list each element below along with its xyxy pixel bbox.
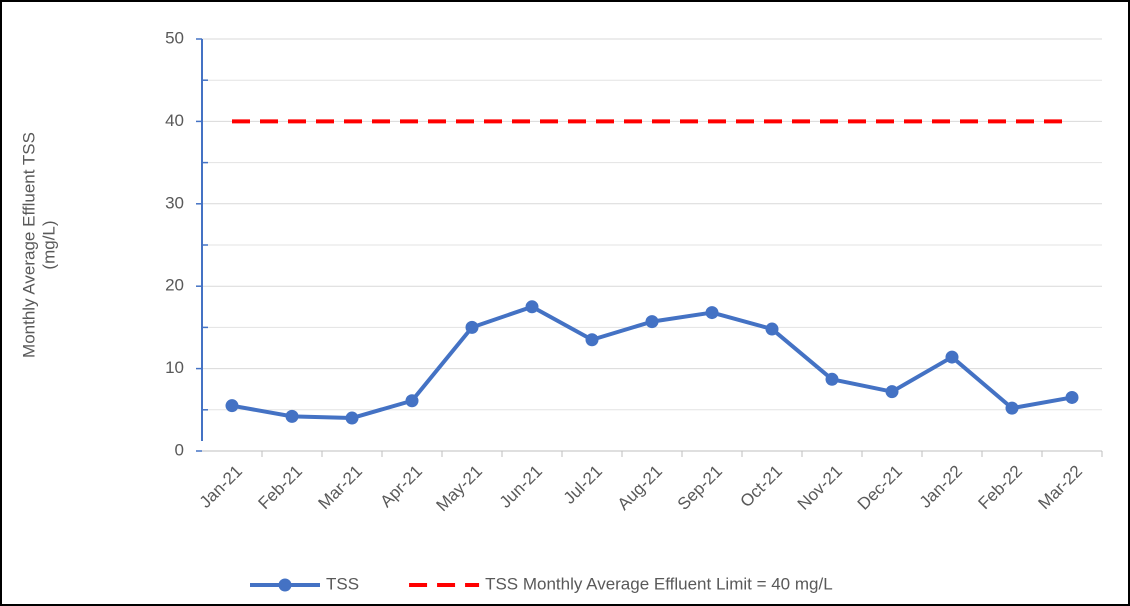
point bbox=[525, 300, 539, 314]
point bbox=[285, 409, 299, 423]
y-tick-label: 30 bbox=[165, 193, 184, 212]
point bbox=[1005, 401, 1019, 415]
point bbox=[945, 350, 959, 364]
legend-label: TSS bbox=[326, 574, 359, 593]
point bbox=[585, 333, 599, 347]
y-tick-label: 20 bbox=[165, 276, 184, 295]
y-tick-label: 0 bbox=[175, 440, 184, 459]
point bbox=[705, 306, 719, 320]
point bbox=[465, 320, 479, 334]
y-axis-label: (mg/L) bbox=[39, 220, 58, 269]
point bbox=[225, 399, 239, 413]
point bbox=[1065, 390, 1079, 404]
point bbox=[885, 385, 899, 399]
point bbox=[405, 394, 419, 408]
point bbox=[825, 372, 839, 386]
point bbox=[345, 411, 359, 425]
y-tick-label: 10 bbox=[165, 358, 184, 377]
point bbox=[765, 322, 779, 336]
legend-label: TSS Monthly Average Effluent Limit = 40 … bbox=[485, 574, 833, 593]
legend-marker bbox=[278, 578, 292, 592]
point bbox=[645, 315, 659, 329]
y-tick-label: 50 bbox=[165, 28, 184, 47]
y-axis-label: Monthly Average Effluent TSS bbox=[19, 132, 38, 358]
y-tick-label: 40 bbox=[165, 111, 184, 130]
